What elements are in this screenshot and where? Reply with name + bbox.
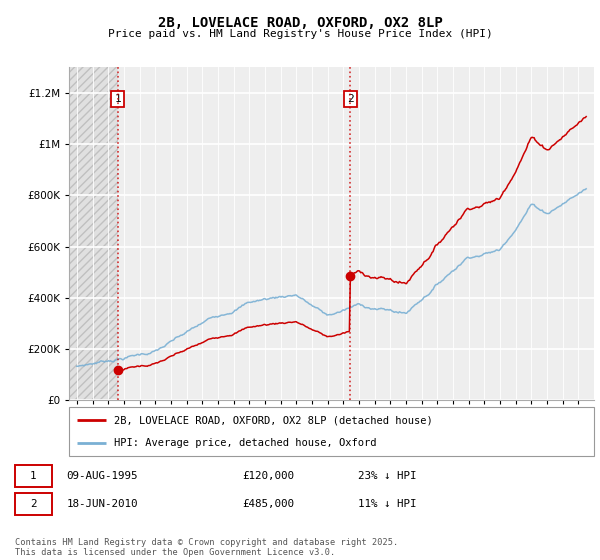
Text: 2: 2 xyxy=(30,499,37,509)
Text: 18-JUN-2010: 18-JUN-2010 xyxy=(67,499,138,509)
Text: 2: 2 xyxy=(347,94,354,104)
Text: 1: 1 xyxy=(30,471,37,481)
Text: £485,000: £485,000 xyxy=(242,499,295,509)
Text: 09-AUG-1995: 09-AUG-1995 xyxy=(67,471,138,481)
Text: 11% ↓ HPI: 11% ↓ HPI xyxy=(358,499,416,509)
Text: £120,000: £120,000 xyxy=(242,471,295,481)
Text: Price paid vs. HM Land Registry's House Price Index (HPI): Price paid vs. HM Land Registry's House … xyxy=(107,29,493,39)
Text: HPI: Average price, detached house, Oxford: HPI: Average price, detached house, Oxfo… xyxy=(113,438,376,448)
Text: 2B, LOVELACE ROAD, OXFORD, OX2 8LP: 2B, LOVELACE ROAD, OXFORD, OX2 8LP xyxy=(158,16,442,30)
Text: 1: 1 xyxy=(114,94,121,104)
Text: Contains HM Land Registry data © Crown copyright and database right 2025.
This d: Contains HM Land Registry data © Crown c… xyxy=(15,538,398,557)
FancyBboxPatch shape xyxy=(69,407,594,456)
FancyBboxPatch shape xyxy=(15,493,52,515)
Text: 23% ↓ HPI: 23% ↓ HPI xyxy=(358,471,416,481)
FancyBboxPatch shape xyxy=(15,465,52,487)
Bar xyxy=(69,67,118,400)
Text: 2B, LOVELACE ROAD, OXFORD, OX2 8LP (detached house): 2B, LOVELACE ROAD, OXFORD, OX2 8LP (deta… xyxy=(113,416,433,426)
